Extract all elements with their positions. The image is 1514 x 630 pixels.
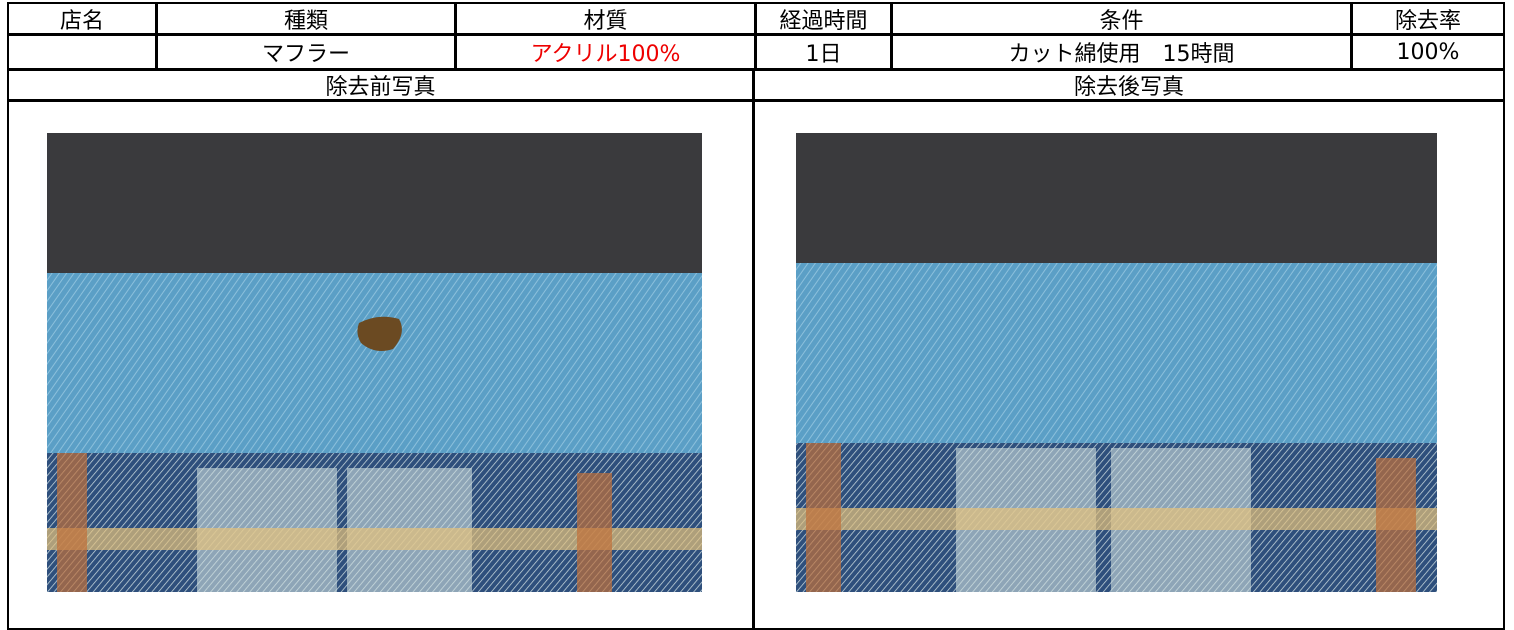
- header-cell: 店名: [7, 2, 157, 35]
- header-cell: 除去率: [1351, 2, 1505, 35]
- data-cell: マフラー: [156, 34, 456, 70]
- header-cell: 経過時間: [755, 2, 892, 35]
- header-cell: 条件: [891, 2, 1352, 35]
- header-cell: 種類: [156, 2, 456, 35]
- data-cell: 100%: [1351, 34, 1505, 70]
- photo-label: 除去後写真: [753, 69, 1505, 101]
- data-cell: カット綿使用 15時間: [891, 34, 1352, 70]
- header-cell: 材質: [455, 2, 756, 35]
- data-cell: アクリル100%: [455, 34, 756, 70]
- data-cell: 1日: [755, 34, 892, 70]
- photo-label: 除去前写真: [7, 69, 754, 101]
- before-photo: [47, 133, 702, 592]
- empty-cell: [7, 34, 157, 70]
- after-photo: [796, 133, 1437, 592]
